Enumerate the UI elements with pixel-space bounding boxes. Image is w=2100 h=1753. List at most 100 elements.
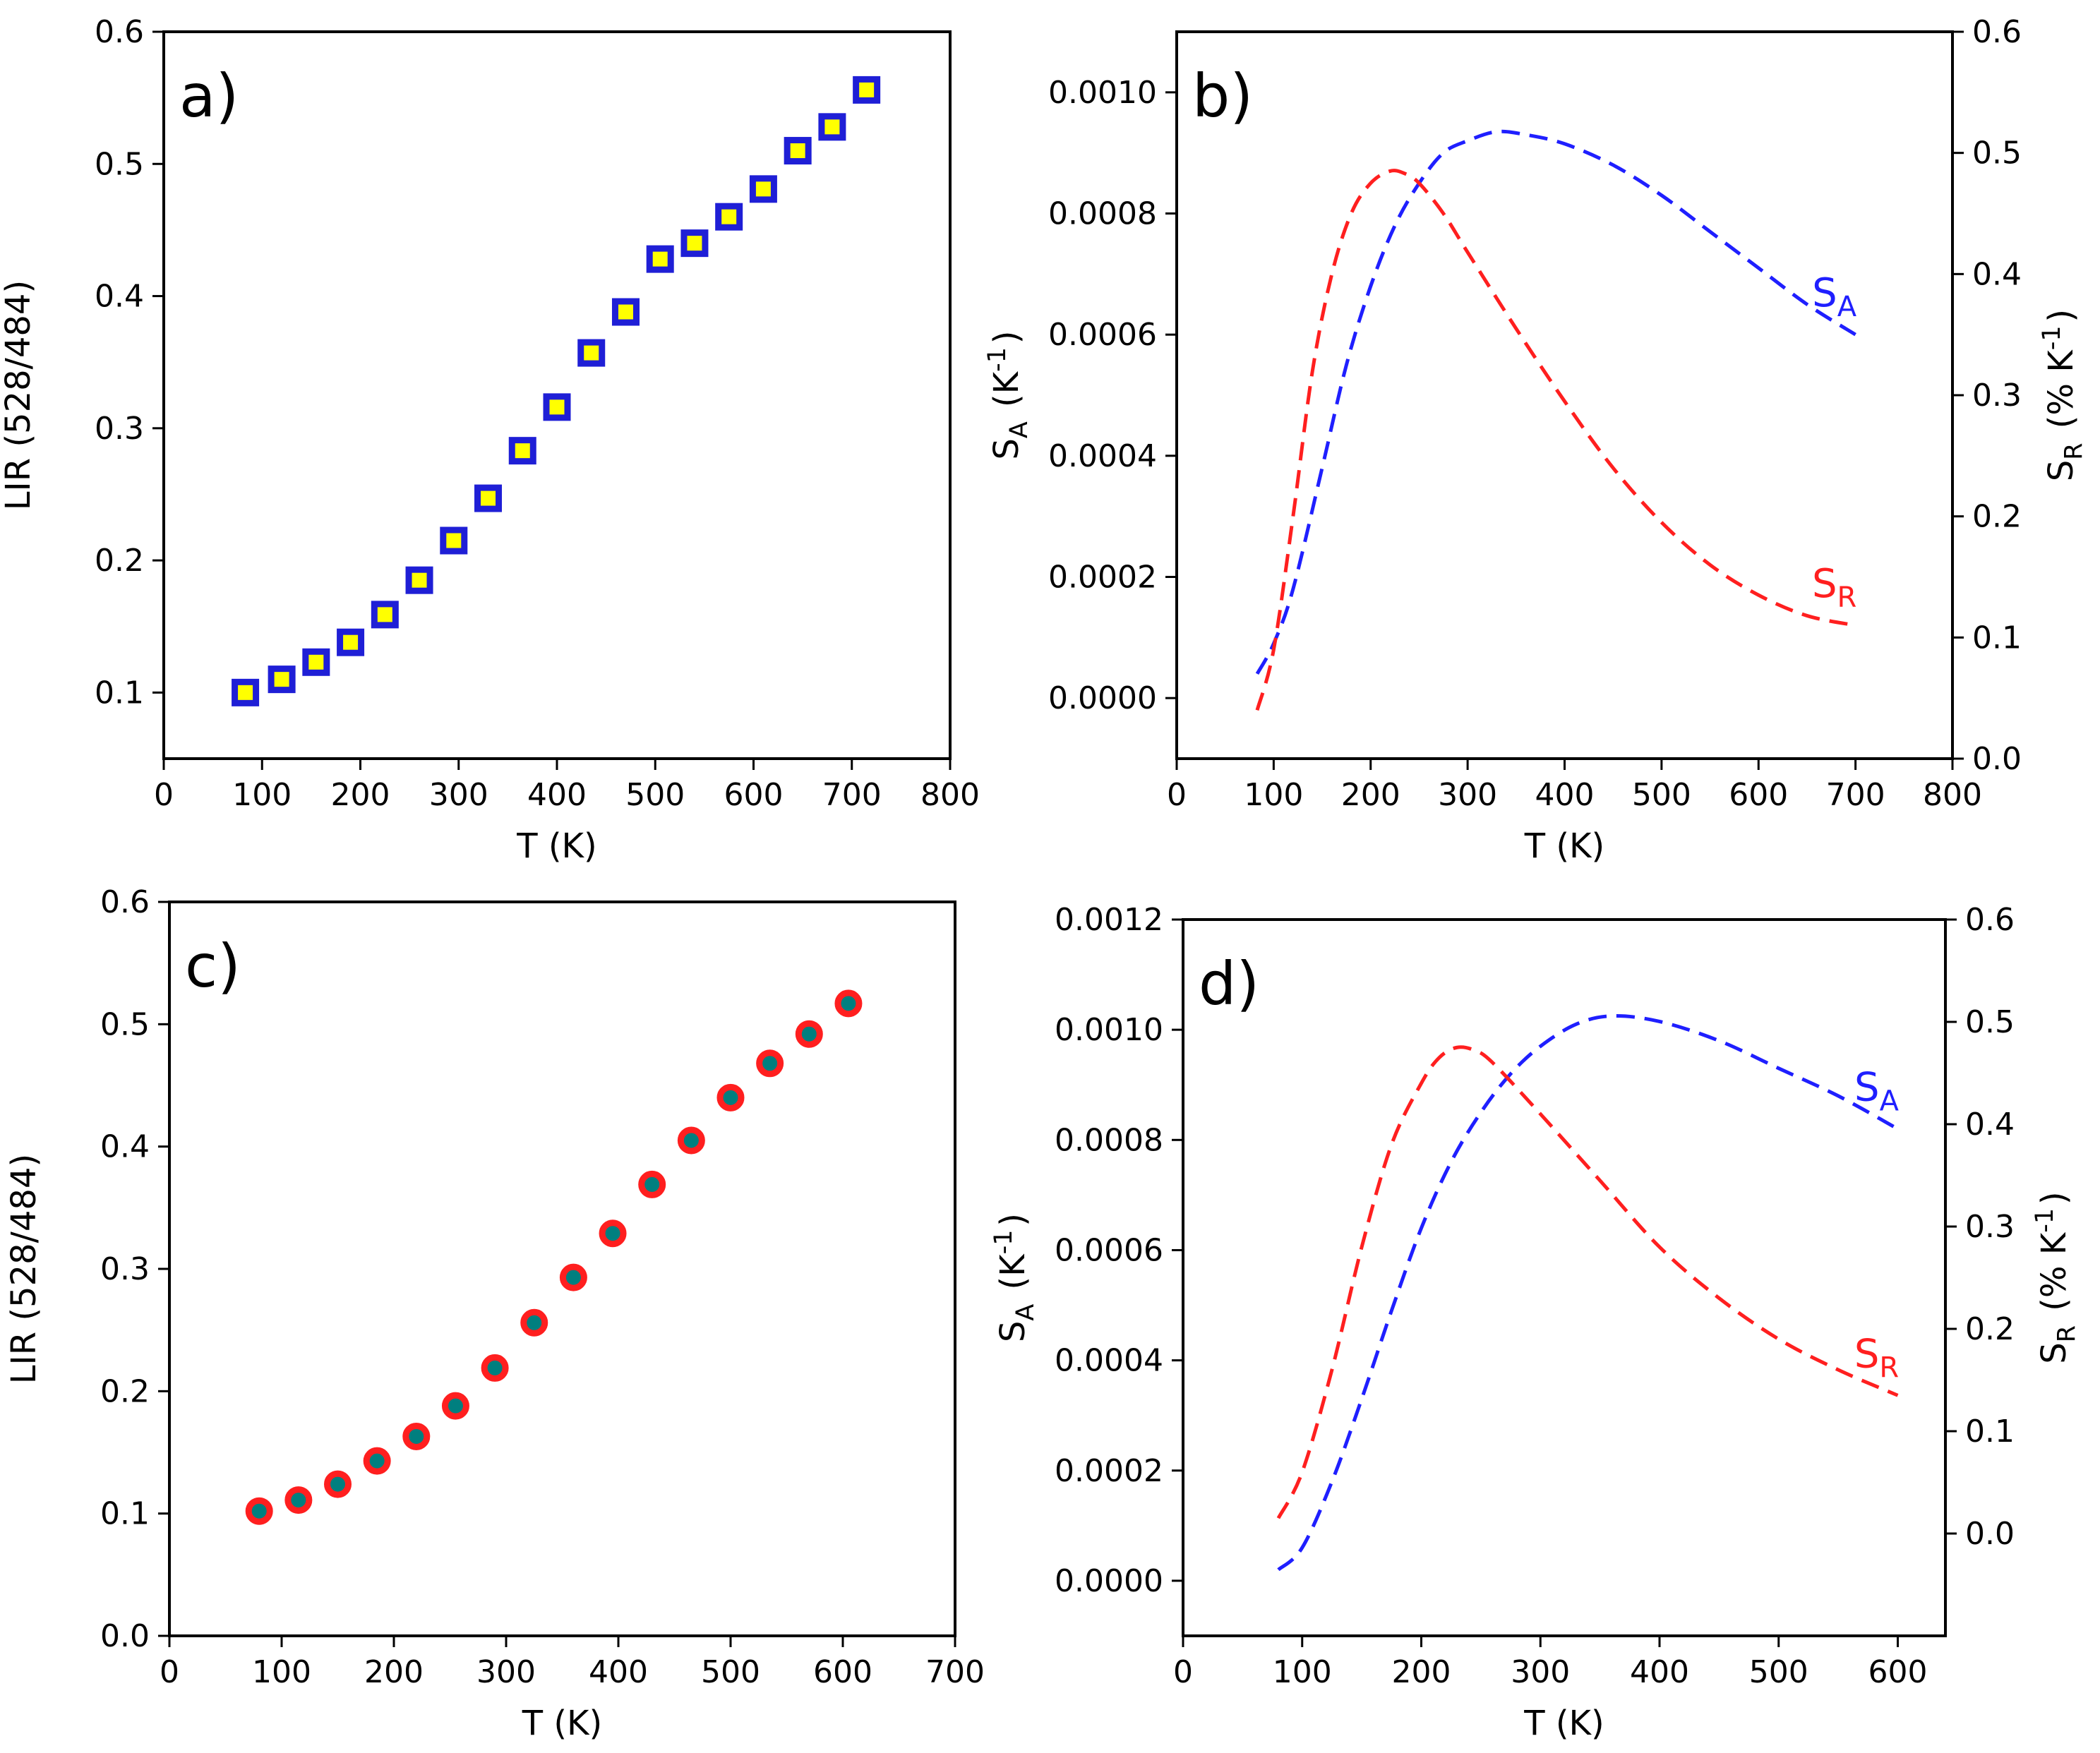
data-point <box>559 1263 587 1291</box>
y-tick-label: 0.0006 <box>1055 1232 1163 1268</box>
y-tick-label: 0.0008 <box>1048 196 1157 232</box>
data-point <box>795 1020 823 1048</box>
data-point <box>337 628 365 656</box>
text-span: S <box>993 1321 1033 1342</box>
y-tick-label: 0.0006 <box>1048 317 1157 353</box>
text-span: R <box>1879 1351 1899 1384</box>
text-span: -1 <box>2031 1208 2059 1233</box>
data-point <box>481 1354 509 1382</box>
data-point <box>520 1308 548 1337</box>
y-tick-label: 0.6 <box>95 14 144 50</box>
data-point <box>749 175 777 203</box>
x-tick-label: 600 <box>1868 1654 1928 1690</box>
x-tick-label: 500 <box>1632 777 1691 813</box>
y2-tick-label: 0.2 <box>1972 499 2022 535</box>
x-tick-label: 100 <box>252 1654 311 1690</box>
text-span: S <box>987 438 1026 459</box>
y2-tick-label: 0.6 <box>1965 902 2015 938</box>
x-tick-label: 100 <box>1273 1654 1332 1690</box>
y-tick-label: 0.0012 <box>1055 902 1163 938</box>
y2-tick-label: 0.4 <box>1972 256 2022 292</box>
y2-tick-label: 0.5 <box>1972 135 2022 171</box>
x-tick-label: 300 <box>429 777 488 813</box>
y-axis-title-left: SA (K-1 ) <box>990 1213 1040 1342</box>
panel-label: c) <box>185 932 241 1001</box>
plot-frame <box>1182 918 1947 1637</box>
series-label-s-a: SA <box>1812 270 1857 323</box>
y-tick-label: 0.2 <box>100 1373 150 1409</box>
text-span: S <box>2041 460 2081 481</box>
data-point <box>245 1497 273 1525</box>
x-axis-title: T (K) <box>522 1704 603 1743</box>
series-label-s-a: SA <box>1854 1065 1900 1118</box>
text-span: R <box>2060 442 2088 459</box>
data-point <box>508 437 536 465</box>
data-point <box>441 1392 469 1420</box>
y-tick-label: 0.0000 <box>1055 1563 1163 1599</box>
data-point <box>302 648 330 676</box>
x-tick-label: 0 <box>154 777 174 813</box>
x-tick-label: 300 <box>476 1654 536 1690</box>
text-span: S <box>1854 1331 1880 1377</box>
x-tick-label: 400 <box>1630 1654 1689 1690</box>
x-tick-label: 500 <box>701 1654 760 1690</box>
y-tick-label: 0.0 <box>100 1618 150 1654</box>
data-point <box>371 601 399 629</box>
x-tick-label: 400 <box>1535 777 1595 813</box>
text-span: ) <box>993 1213 1033 1227</box>
x-tick-label: 600 <box>724 777 784 813</box>
text-span: ) <box>987 330 1026 344</box>
y-tick-label: 0.5 <box>95 146 144 182</box>
text-span: A <box>1005 421 1033 438</box>
x-tick-label: 800 <box>920 777 980 813</box>
data-point <box>715 203 743 231</box>
data-point <box>716 1083 745 1112</box>
data-point <box>405 566 433 594</box>
data-point <box>363 1447 391 1475</box>
y2-tick-label: 0.1 <box>1965 1414 2015 1450</box>
text-span: S <box>2034 1342 2074 1363</box>
y-tick-label: 0.6 <box>100 884 150 920</box>
y-tick-label: 0.5 <box>100 1006 150 1042</box>
text-span: R <box>2053 1325 2081 1342</box>
x-tick-label: 800 <box>1923 777 1982 813</box>
x-tick-label: 0 <box>160 1654 179 1690</box>
x-tick-label: 0 <box>1167 777 1187 813</box>
x-tick-label: 200 <box>331 777 390 813</box>
x-tick-label: 500 <box>1749 1654 1808 1690</box>
x-tick-label: 200 <box>1392 1654 1451 1690</box>
data-point <box>611 298 640 326</box>
panel-label: d) <box>1199 949 1259 1018</box>
y-tick-label: 0.0002 <box>1055 1453 1163 1489</box>
y-axis-title: LIR (528/484) <box>0 280 38 510</box>
data-point <box>638 1170 666 1198</box>
x-axis-title: T (K) <box>516 826 597 866</box>
data-point <box>677 1126 705 1155</box>
series-line-s-a <box>1255 129 1856 675</box>
x-tick-label: 600 <box>813 1654 872 1690</box>
text-span: A <box>1012 1304 1040 1321</box>
plot-frame <box>168 900 956 1637</box>
data-point <box>577 339 606 367</box>
y-tick-label: 0.3 <box>100 1251 150 1287</box>
x-tick-label: 600 <box>1729 777 1788 813</box>
text-span: S <box>1812 270 1837 316</box>
y-tick-label: 0.4 <box>100 1129 150 1165</box>
y-tick-label: 0.0010 <box>1048 75 1157 111</box>
x-tick-label: 0 <box>1173 1654 1193 1690</box>
panel-c: 0 100 200 300 400 500 600 700 T (K) 0.0 0.1 0.2 0.3 0… <box>4 884 985 1743</box>
data-point <box>599 1219 627 1248</box>
y-tick-label: 0.0008 <box>1055 1122 1163 1158</box>
text-span: S <box>1854 1065 1880 1111</box>
data-point <box>818 113 846 141</box>
y-tick-label: 0.1 <box>95 675 144 711</box>
x-tick-label: 200 <box>364 1654 424 1690</box>
x-tick-label: 700 <box>822 777 882 813</box>
text-span: -1 <box>2038 325 2066 350</box>
data-point <box>543 393 571 421</box>
data-points <box>245 989 863 1525</box>
text-span: R <box>1837 582 1857 614</box>
